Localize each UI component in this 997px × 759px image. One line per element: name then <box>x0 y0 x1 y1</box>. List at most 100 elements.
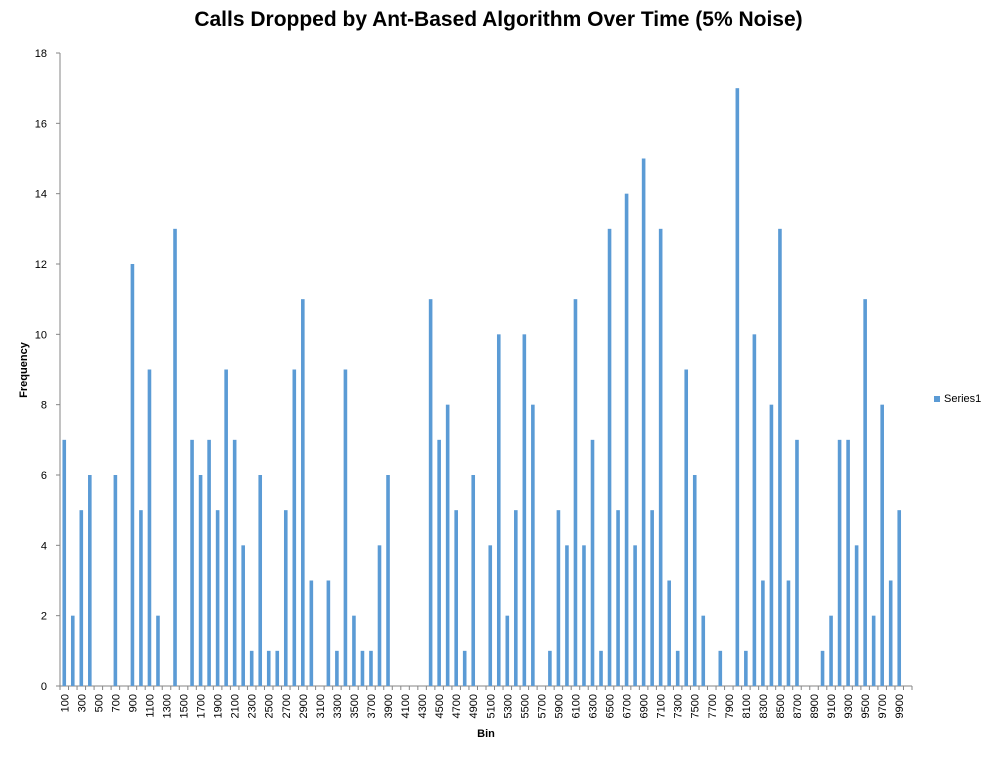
bar <box>820 650 825 686</box>
x-axis-label: Bin <box>477 728 495 740</box>
bar <box>505 615 510 686</box>
x-tick-label: 4500 <box>434 694 446 718</box>
bar <box>301 299 305 686</box>
bar <box>326 580 331 686</box>
bar <box>778 228 782 687</box>
x-tick-label: 100 <box>59 694 71 712</box>
legend-swatch <box>934 396 940 402</box>
bar <box>888 580 893 686</box>
bar <box>573 299 578 686</box>
x-tick-label: 6100 <box>570 694 582 718</box>
bar <box>880 404 884 686</box>
bar <box>633 545 637 686</box>
bar <box>70 615 75 686</box>
x-tick-label: 3100 <box>315 694 327 718</box>
bar <box>232 439 237 686</box>
bar <box>658 228 663 687</box>
x-tick-label: 9300 <box>843 694 855 718</box>
x-tick-label: 8500 <box>775 694 787 718</box>
bar <box>565 545 569 686</box>
x-tick-label: 8300 <box>758 694 770 718</box>
bar <box>113 475 118 686</box>
bar <box>471 475 476 686</box>
chart-title: Calls Dropped by Ant-Based Algorithm Ove… <box>194 8 803 31</box>
x-tick-label: 7500 <box>690 694 702 718</box>
x-tick-label: 8100 <box>741 694 753 718</box>
bar <box>369 650 373 686</box>
bar <box>79 510 84 686</box>
x-tick-label: 9900 <box>894 694 906 718</box>
x-tick-label: 2100 <box>230 694 242 718</box>
bar <box>684 369 689 686</box>
bar <box>258 475 263 686</box>
x-tick-label: 5100 <box>485 694 497 718</box>
bar <box>62 439 67 686</box>
x-tick-label: 5300 <box>502 694 514 718</box>
x-tick-label: 2900 <box>298 694 310 718</box>
bar <box>556 510 561 686</box>
x-tick-label: 3300 <box>332 694 344 718</box>
bar <box>190 439 194 686</box>
bar <box>854 545 859 686</box>
bar <box>454 510 458 686</box>
x-tick-label: 6500 <box>605 694 617 718</box>
bar <box>795 439 799 686</box>
x-tick-label: 6300 <box>588 694 600 718</box>
bar <box>829 615 833 686</box>
bar <box>352 615 356 686</box>
bar <box>607 228 612 687</box>
bar <box>531 404 535 686</box>
x-tick-label: 8700 <box>792 694 804 718</box>
x-tick-label: 1900 <box>213 694 225 718</box>
x-tick-label: 5900 <box>553 694 565 718</box>
x-tick-label: 7300 <box>673 694 685 718</box>
bar <box>173 228 177 687</box>
bar <box>488 545 493 686</box>
bar <box>445 404 450 686</box>
x-tick-label: 1300 <box>162 694 174 718</box>
y-tick-label: 18 <box>35 48 47 60</box>
x-tick-label: 4300 <box>417 694 429 718</box>
bar <box>701 615 706 686</box>
y-tick-label: 16 <box>35 118 47 130</box>
bar <box>249 650 254 686</box>
bar <box>156 615 160 686</box>
bar <box>650 510 654 686</box>
x-tick-label: 3500 <box>349 694 361 718</box>
bar <box>522 334 527 686</box>
bar <box>675 650 680 686</box>
bar <box>786 580 791 686</box>
x-tick-label: 300 <box>76 694 88 712</box>
bar <box>692 475 697 686</box>
bar <box>667 580 671 686</box>
y-tick-label: 12 <box>35 259 47 271</box>
bar <box>863 299 867 686</box>
bar <box>548 650 552 686</box>
y-tick-label: 2 <box>41 611 47 623</box>
bar <box>735 88 740 686</box>
bar <box>437 439 441 686</box>
x-tick-label: 9700 <box>877 694 889 718</box>
x-tick-label: 4700 <box>451 694 463 718</box>
legend-label: Series1 <box>944 393 982 405</box>
bar <box>769 404 774 686</box>
bar <box>283 510 288 686</box>
bar <box>718 650 723 686</box>
x-tick-label: 2500 <box>264 694 276 718</box>
x-tick-label: 8900 <box>809 694 821 718</box>
bar <box>599 650 603 686</box>
bar <box>360 650 365 686</box>
x-tick-label: 2700 <box>281 694 293 718</box>
bar <box>130 264 135 686</box>
y-tick-label: 14 <box>35 189 47 201</box>
y-tick-label: 6 <box>41 470 47 482</box>
x-tick-label: 700 <box>110 694 122 712</box>
y-tick-label: 4 <box>41 540 47 552</box>
x-tick-label: 900 <box>127 694 139 712</box>
x-tick-label: 9500 <box>860 694 872 718</box>
bar <box>292 369 297 686</box>
x-tick-label: 3700 <box>366 694 378 718</box>
x-tick-label: 7700 <box>707 694 719 718</box>
bar <box>309 580 314 686</box>
bar <box>897 510 902 686</box>
